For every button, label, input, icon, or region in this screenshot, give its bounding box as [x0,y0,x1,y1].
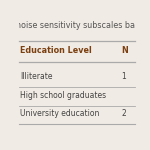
Text: Education Level: Education Level [20,46,92,55]
Text: N: N [121,46,128,55]
Text: 2: 2 [121,109,126,118]
Text: noise sensitivity subscales based: noise sensitivity subscales based [16,21,150,30]
Text: High school graduates: High school graduates [20,91,106,100]
Text: Illiterate: Illiterate [20,72,52,81]
Text: University education: University education [20,109,99,118]
Text: 1: 1 [121,72,126,81]
